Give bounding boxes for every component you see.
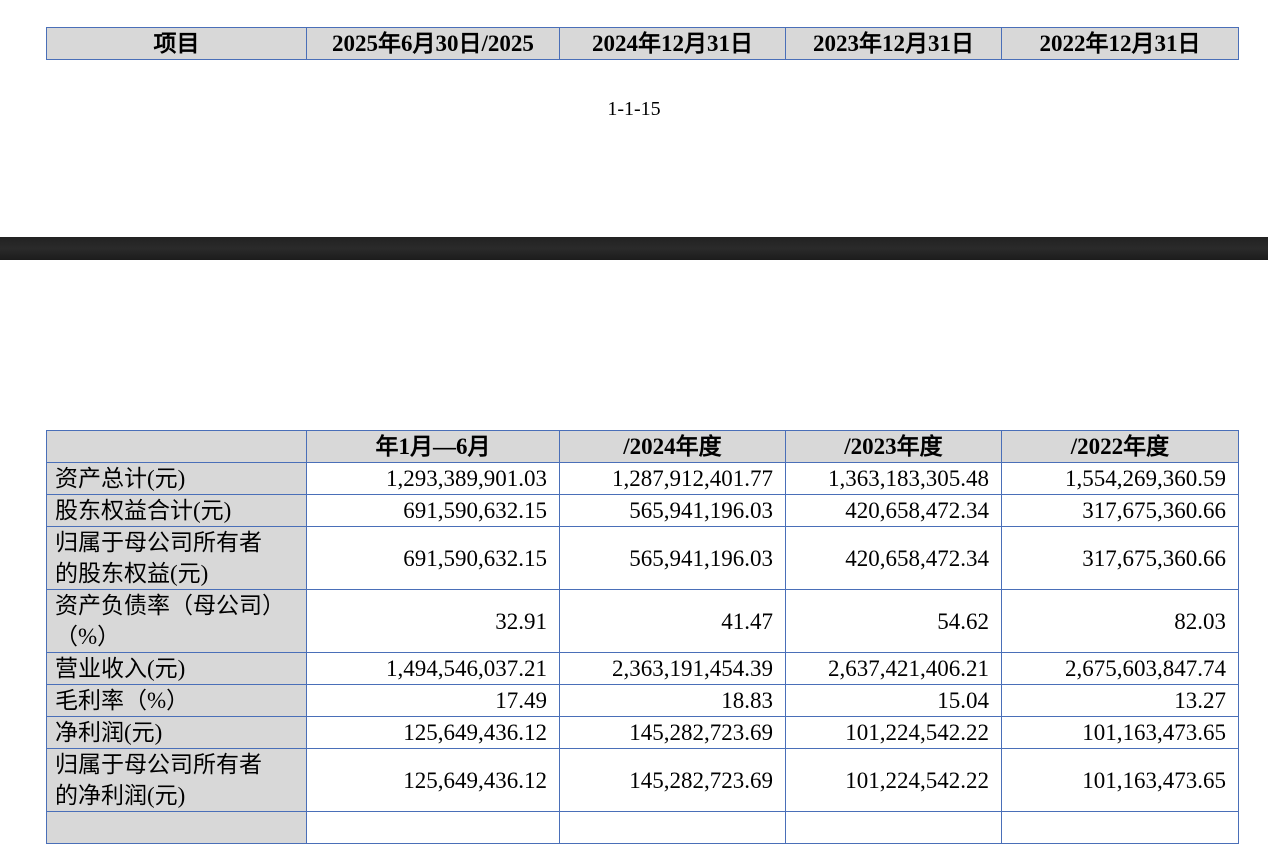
value-cell: 317,675,360.66 — [1001, 494, 1239, 527]
value-cell: 82.03 — [1001, 589, 1239, 653]
value-cell: 18.83 — [559, 684, 786, 717]
value-cell: 41.47 — [559, 589, 786, 653]
table-row: 资产总计(元) 1,293,389,901.03 1,287,912,401.7… — [46, 462, 1239, 495]
row-label: 归属于母公司所有者 的股东权益(元) — [46, 526, 307, 590]
financial-data-table: 年1月—6月 /2024年度 /2023年度 /2022年度 资产总计(元) 1… — [46, 430, 1239, 844]
value-cell: 145,282,723.69 — [559, 716, 786, 749]
value-cell: 691,590,632.15 — [306, 526, 560, 590]
row-label: 毛利率（%） — [46, 684, 307, 717]
row-label: 归属于母公司所有者 的净利润(元) — [46, 748, 307, 812]
table-row: 净利润(元) 125,649,436.12 145,282,723.69 101… — [46, 716, 1239, 749]
value-cell: 2,675,603,847.74 — [1001, 652, 1239, 685]
row-label-line: （%） — [55, 624, 121, 649]
value-cell: 101,224,542.22 — [785, 716, 1002, 749]
value-cell: 420,658,472.34 — [785, 526, 1002, 590]
table-row: 股东权益合计(元) 691,590,632.15 565,941,196.03 … — [46, 494, 1239, 527]
value-cell: 317,675,360.66 — [1001, 526, 1239, 590]
value-cell: 54.62 — [785, 589, 1002, 653]
value-cell: 13.27 — [1001, 684, 1239, 717]
value-cell: 565,941,196.03 — [559, 494, 786, 527]
row-label: 营业收入(元) — [46, 652, 307, 685]
row-label: 资产负债率（母公司） （%） — [46, 589, 307, 653]
value-cell: 2,363,191,454.39 — [559, 652, 786, 685]
header-cell-2023: 2023年12月31日 — [785, 27, 1002, 60]
value-cell: 145,282,723.69 — [559, 748, 786, 812]
value-cell: 101,163,473.65 — [1001, 748, 1239, 812]
row-label-line: 的净利润(元) — [55, 783, 186, 808]
page-divider — [0, 237, 1268, 260]
table-header-continued: 项目 2025年6月30日/2025 2024年12月31日 2023年12月3… — [46, 27, 1239, 60]
value-cell: 101,224,542.22 — [785, 748, 1002, 812]
row-label: 资产总计(元) — [46, 462, 307, 495]
header-cell-item: 项目 — [46, 27, 307, 60]
value-cell: 1,287,912,401.77 — [559, 462, 786, 495]
header-cell-2024: 2024年12月31日 — [559, 27, 786, 60]
value-cell: 101,163,473.65 — [1001, 716, 1239, 749]
value-cell: 15.04 — [785, 684, 1002, 717]
value-cell: 420,658,472.34 — [785, 494, 1002, 527]
header-cell-h1: 年1月—6月 — [306, 430, 560, 463]
header-cell-fy2024: /2024年度 — [559, 430, 786, 463]
header-row-continued: 年1月—6月 /2024年度 /2023年度 /2022年度 — [46, 430, 1239, 463]
row-label-line: 归属于母公司所有者 — [55, 752, 262, 777]
header-cell-blank — [46, 430, 307, 463]
row-label: 股东权益合计(元) — [46, 494, 307, 527]
value-cell: 125,649,436.12 — [306, 748, 560, 812]
value-cell: 1,363,183,305.48 — [785, 462, 1002, 495]
value-cell: 565,941,196.03 — [559, 526, 786, 590]
row-label: 净利润(元) — [46, 716, 307, 749]
value-cell: 2,637,421,406.21 — [785, 652, 1002, 685]
header-cell-2022: 2022年12月31日 — [1001, 27, 1239, 60]
table-row: 资产负债率（母公司） （%） 32.91 41.47 54.62 82.03 — [46, 589, 1239, 653]
value-cell: 691,590,632.15 — [306, 494, 560, 527]
row-label-line: 的股东权益(元) — [55, 561, 209, 586]
value-cell: 125,649,436.12 — [306, 716, 560, 749]
value-cell: 1,554,269,360.59 — [1001, 462, 1239, 495]
row-label-line: 资产负债率（母公司） — [55, 593, 285, 618]
value-cell: 32.91 — [306, 589, 560, 653]
header-cell-fy2023: /2023年度 — [785, 430, 1002, 463]
value-cell: 1,494,546,037.21 — [306, 652, 560, 685]
table-row: 营业收入(元) 1,494,546,037.21 2,363,191,454.3… — [46, 652, 1239, 685]
header-cell-fy2022: /2022年度 — [1001, 430, 1239, 463]
row-label-line: 归属于母公司所有者 — [55, 530, 262, 555]
header-cell-2025: 2025年6月30日/2025 — [306, 27, 560, 60]
table-row: 归属于母公司所有者 的净利润(元) 125,649,436.12 145,282… — [46, 748, 1239, 812]
table-row: 毛利率（%） 17.49 18.83 15.04 13.27 — [46, 684, 1239, 717]
header-row: 项目 2025年6月30日/2025 2024年12月31日 2023年12月3… — [46, 27, 1239, 60]
value-cell: 1,293,389,901.03 — [306, 462, 560, 495]
table-row: 归属于母公司所有者 的股东权益(元) 691,590,632.15 565,94… — [46, 526, 1239, 590]
page-number: 1-1-15 — [607, 98, 661, 120]
value-cell: 17.49 — [306, 684, 560, 717]
